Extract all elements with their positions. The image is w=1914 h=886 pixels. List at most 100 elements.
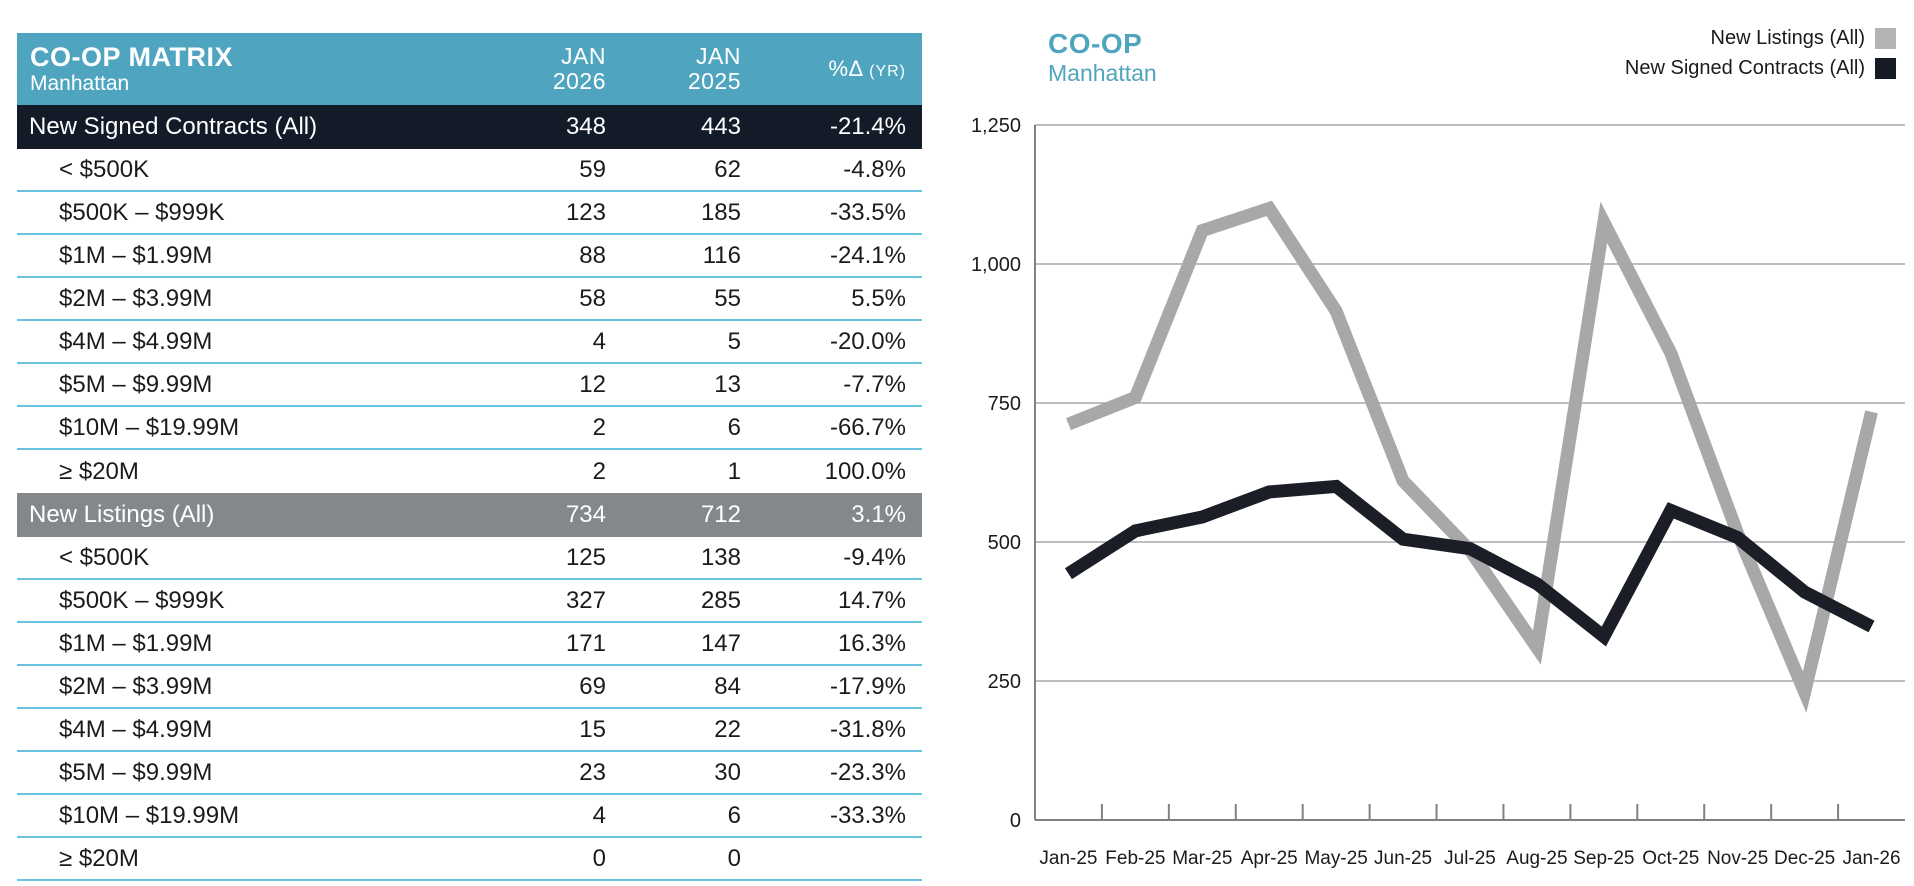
table-subtitle: Manhattan xyxy=(30,72,130,96)
row-value-jan-2025: 712 xyxy=(700,501,741,528)
x-axis-label: Jul-25 xyxy=(1444,848,1496,869)
row-value-jan-2026: 171 xyxy=(565,629,606,657)
row-pct-change: -33.3% xyxy=(829,801,906,829)
row-label: $1M – $1.99M xyxy=(59,629,213,657)
table-section-row: New Signed Contracts (All) 348 443 -21.4… xyxy=(17,105,922,149)
table-section-row: New Listings (All) 734 712 3.1% xyxy=(17,493,922,537)
row-pct-change: 100.0% xyxy=(824,457,906,485)
chart-title: CO-OP xyxy=(1048,28,1143,59)
y-axis-label: 750 xyxy=(988,393,1021,415)
column-header-jan-2026: JAN 2026 xyxy=(552,43,606,94)
y-axis-label: 250 xyxy=(988,671,1021,693)
row-label: New Listings (All) xyxy=(29,501,215,528)
x-axis-label: Nov-25 xyxy=(1707,848,1768,869)
table-title: CO-OP MATRIX xyxy=(30,42,234,73)
y-axis-label: 1,000 xyxy=(971,254,1021,276)
row-label: $1M – $1.99M xyxy=(59,241,213,269)
table-row: $10M – $19.99M 4 6 -33.3% xyxy=(17,795,922,838)
legend-item-new-signed-contracts: New Signed Contracts (All) xyxy=(1625,57,1896,80)
row-value-jan-2026: 58 xyxy=(579,284,606,312)
row-label: $4M – $4.99M xyxy=(59,327,213,355)
table-row: ≥ $20M 0 0 xyxy=(17,838,922,881)
row-label: ≥ $20M xyxy=(59,844,139,872)
table-row: $500K – $999K 123 185 -33.5% xyxy=(17,192,922,235)
row-value-jan-2026: 59 xyxy=(579,155,606,183)
row-value-jan-2025: 185 xyxy=(700,198,741,226)
chart-subtitle: Manhattan xyxy=(1048,60,1157,87)
row-value-jan-2026: 2 xyxy=(592,413,606,441)
row-value-jan-2026: 4 xyxy=(592,327,606,355)
table-body: New Signed Contracts (All) 348 443 -21.4… xyxy=(17,105,922,881)
x-axis-label: Mar-25 xyxy=(1172,848,1232,869)
table-header: CO-OP MATRIX Manhattan JAN 2026 JAN 2025… xyxy=(17,33,922,105)
x-axis-label: Jan-26 xyxy=(1842,848,1900,869)
x-axis-label: May-25 xyxy=(1304,848,1367,869)
series-line-new-listings xyxy=(1066,200,1878,713)
row-value-jan-2025: 22 xyxy=(714,715,741,743)
row-value-jan-2026: 4 xyxy=(592,801,606,829)
table-row: < $500K 125 138 -9.4% xyxy=(17,537,922,580)
row-pct-change: -31.8% xyxy=(829,715,906,743)
coop-matrix-table: CO-OP MATRIX Manhattan JAN 2026 JAN 2025… xyxy=(17,33,922,881)
column-header-jan-2025: JAN 2025 xyxy=(687,43,741,94)
row-pct-change: -23.3% xyxy=(829,758,906,786)
table-row: $2M – $3.99M 69 84 -17.9% xyxy=(17,666,922,709)
table-row: $1M – $1.99M 171 147 16.3% xyxy=(17,623,922,666)
row-pct-change: 14.7% xyxy=(837,586,906,614)
row-pct-change: 3.1% xyxy=(851,501,906,528)
row-label: $2M – $3.99M xyxy=(59,672,213,700)
table-row: ≥ $20M 2 1 100.0% xyxy=(17,450,922,493)
y-axis-label: 500 xyxy=(988,532,1021,554)
table-row: $1M – $1.99M 88 116 -24.1% xyxy=(17,235,922,278)
row-value-jan-2025: 62 xyxy=(714,155,741,183)
chart-legend: New Listings (All) New Signed Contracts … xyxy=(1625,27,1896,80)
row-value-jan-2025: 6 xyxy=(727,413,741,441)
row-label: $4M – $4.99M xyxy=(59,715,213,743)
row-value-jan-2026: 2 xyxy=(592,457,606,485)
row-value-jan-2025: 55 xyxy=(714,284,741,312)
row-value-jan-2026: 23 xyxy=(579,758,606,786)
x-axis-label: Feb-25 xyxy=(1105,848,1165,869)
row-label: $500K – $999K xyxy=(59,586,225,614)
table-row: < $500K 59 62 -4.8% xyxy=(17,149,922,192)
column-header-pct-change: %Δ (YR) xyxy=(828,56,906,82)
x-axis-label: Sep-25 xyxy=(1573,848,1634,869)
legend-item-new-listings: New Listings (All) xyxy=(1711,27,1896,50)
row-value-jan-2025: 285 xyxy=(700,586,741,614)
row-value-jan-2025: 5 xyxy=(727,327,741,355)
row-label: $5M – $9.99M xyxy=(59,370,213,398)
row-pct-change: -7.7% xyxy=(843,370,906,398)
row-value-jan-2026: 88 xyxy=(579,241,606,269)
row-label: $10M – $19.99M xyxy=(59,413,240,441)
legend-swatch-new-signed-contracts xyxy=(1875,58,1896,79)
row-pct-change: -9.4% xyxy=(843,543,906,571)
row-label: $500K – $999K xyxy=(59,198,225,226)
row-pct-change: -20.0% xyxy=(829,327,906,355)
row-label: $2M – $3.99M xyxy=(59,284,213,312)
row-pct-change: 5.5% xyxy=(851,284,906,312)
table-row: $500K – $999K 327 285 14.7% xyxy=(17,580,922,623)
row-value-jan-2026: 0 xyxy=(592,844,606,872)
row-value-jan-2025: 1 xyxy=(727,457,741,485)
row-pct-change: -66.7% xyxy=(829,413,906,441)
table-row: $5M – $9.99M 23 30 -23.3% xyxy=(17,752,922,795)
row-value-jan-2025: 0 xyxy=(727,844,741,872)
row-value-jan-2025: 443 xyxy=(700,113,741,140)
row-pct-change: -17.9% xyxy=(829,672,906,700)
table-row: $4M – $4.99M 4 5 -20.0% xyxy=(17,321,922,364)
x-axis-label: Jan-25 xyxy=(1039,848,1097,869)
row-value-jan-2025: 13 xyxy=(714,370,741,398)
row-value-jan-2026: 12 xyxy=(579,370,606,398)
x-axis-label: Aug-25 xyxy=(1506,848,1567,869)
row-pct-change: -33.5% xyxy=(829,198,906,226)
row-pct-change: -21.4% xyxy=(829,113,906,140)
row-label: ≥ $20M xyxy=(59,457,139,485)
row-value-jan-2026: 123 xyxy=(565,198,606,226)
row-label: < $500K xyxy=(59,543,150,571)
x-axis-label: Dec-25 xyxy=(1774,848,1835,869)
chart-title-block: CO-OP Manhattan xyxy=(1048,28,1157,87)
row-value-jan-2026: 125 xyxy=(565,543,606,571)
table-row: $4M – $4.99M 15 22 -31.8% xyxy=(17,709,922,752)
